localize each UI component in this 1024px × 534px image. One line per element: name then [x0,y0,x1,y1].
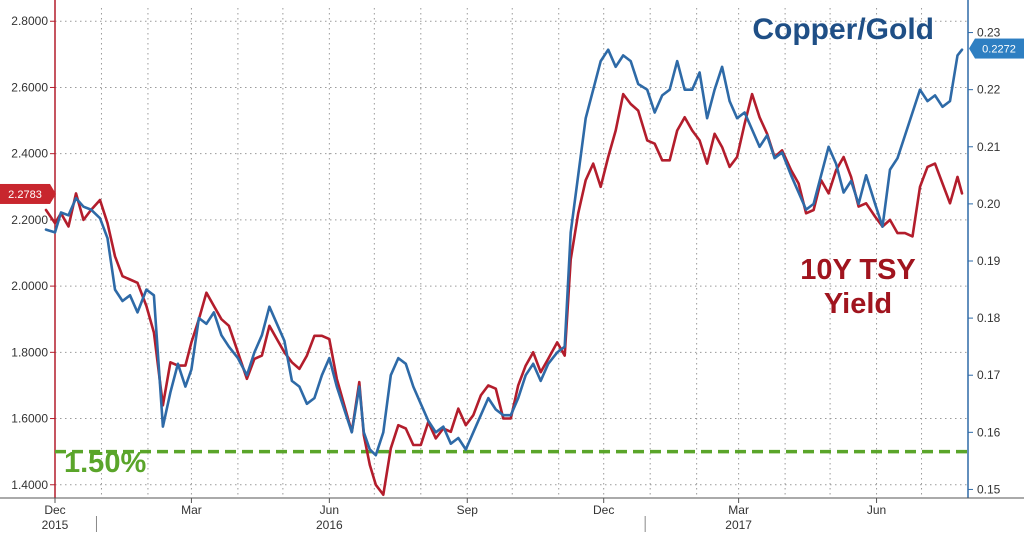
left-value-badge-arrow [50,183,56,204]
right-tick-label: 0.19 [977,254,1001,268]
left-tick-label: 2.8000 [11,14,48,28]
right-tick-label: 0.16 [977,425,1001,439]
x-tick-label: Jun [867,503,886,517]
left-tick-label: 2.2000 [11,213,48,227]
right-tick-label: 0.22 [977,83,1001,97]
x-tick-label: Dec [593,503,614,517]
series-label-copper-gold: Copper/Gold [752,13,934,46]
left-tick-label: 2.6000 [11,80,48,94]
series-layer [44,48,968,497]
series-line-1 [44,48,964,457]
x-year-label: 2016 [316,518,343,532]
left-tick-label: 2.0000 [11,279,48,293]
x-year-label: 2017 [725,518,752,532]
series-label-10y-line2: Yield [824,288,892,320]
left-tick-label: 1.8000 [11,345,48,359]
left-tick-label: 2.4000 [11,147,48,161]
x-tick-label: Sep [457,503,479,517]
series-label-10y-line1: 10Y TSY [800,254,916,286]
right-tick-label: 0.21 [977,140,1001,154]
x-tick-label: Dec [44,503,65,517]
grid-layer [55,8,968,498]
left-value-badge [0,183,50,204]
right-value-badge-arrow [969,38,975,59]
x-year-label: 2015 [42,518,69,532]
x-tick-label: Jun [320,503,339,517]
left-tick-label: 1.4000 [11,478,48,492]
right-tick-label: 0.18 [977,311,1001,325]
reference-line-label: 1.50% [64,447,146,479]
right-tick-label: 0.23 [977,26,1001,40]
right-tick-label: 0.20 [977,197,1001,211]
left-tick-label: 1.6000 [11,412,48,426]
right-tick-label: 0.17 [977,368,1001,382]
x-tick-label: Mar [728,503,749,517]
left-value-badge-text: 2.2783 [8,189,42,201]
x-tick-label: Mar [181,503,202,517]
right-value-badge [975,38,1024,59]
right-value-badge-text: 0.2272 [982,44,1016,56]
series-line-0 [44,92,964,497]
right-tick-label: 0.15 [977,482,1001,496]
